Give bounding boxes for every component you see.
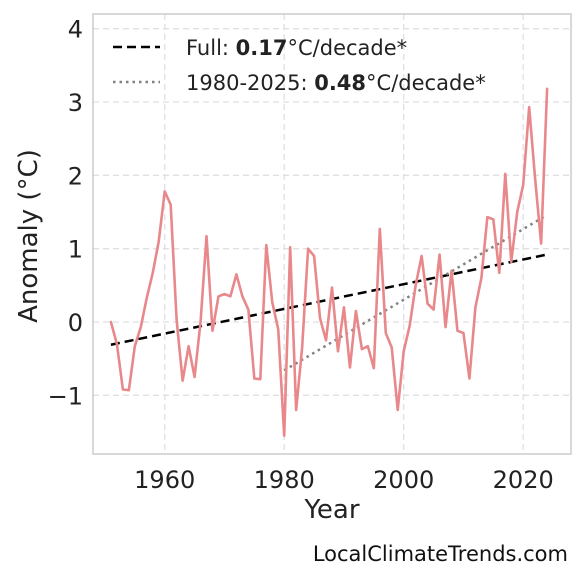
recent-trend-line bbox=[283, 213, 548, 372]
plot-frame bbox=[92, 13, 572, 455]
legend-recent-unit: °C/decade* bbox=[366, 71, 486, 95]
watermark: LocalClimateTrends.com bbox=[313, 542, 568, 566]
legend-full-label: Full: bbox=[186, 36, 236, 60]
tick-labels: 1960 1980 2000 2020 −1 0 1 2 3 4 bbox=[48, 16, 554, 494]
legend-full-value: 0.17 bbox=[236, 36, 288, 60]
full-trend-line bbox=[110, 253, 548, 346]
y-tick-label: 0 bbox=[68, 309, 83, 337]
y-tick-label: 2 bbox=[68, 162, 83, 190]
legend-recent-label: 1980-2025: bbox=[186, 71, 314, 95]
y-tick-label: 4 bbox=[68, 16, 83, 44]
x-tick-label: 2000 bbox=[373, 466, 434, 494]
trend-lines bbox=[110, 213, 548, 372]
legend-full-entry: Full: 0.17°C/decade* bbox=[186, 36, 407, 60]
y-tick-label: −1 bbox=[48, 382, 83, 410]
x-tick-label: 1960 bbox=[134, 466, 195, 494]
y-axis-title: Anomaly (°C) bbox=[14, 149, 44, 323]
x-tick-label: 1980 bbox=[254, 466, 315, 494]
x-axis-title: Year bbox=[303, 495, 359, 525]
legend-recent-entry: 1980-2025: 0.48°C/decade* bbox=[186, 71, 486, 95]
legend-full-unit: °C/decade* bbox=[288, 36, 408, 60]
legend-recent-value: 0.48 bbox=[314, 71, 366, 95]
grid bbox=[93, 14, 571, 454]
x-tick-label: 2020 bbox=[493, 466, 554, 494]
y-tick-label: 1 bbox=[68, 236, 83, 264]
anomaly-series-line bbox=[109, 87, 549, 437]
series-layer bbox=[109, 87, 549, 437]
y-tick-label: 3 bbox=[68, 89, 83, 117]
legend: Full: 0.17°C/decade* 1980-2025: 0.48°C/d… bbox=[113, 36, 486, 95]
